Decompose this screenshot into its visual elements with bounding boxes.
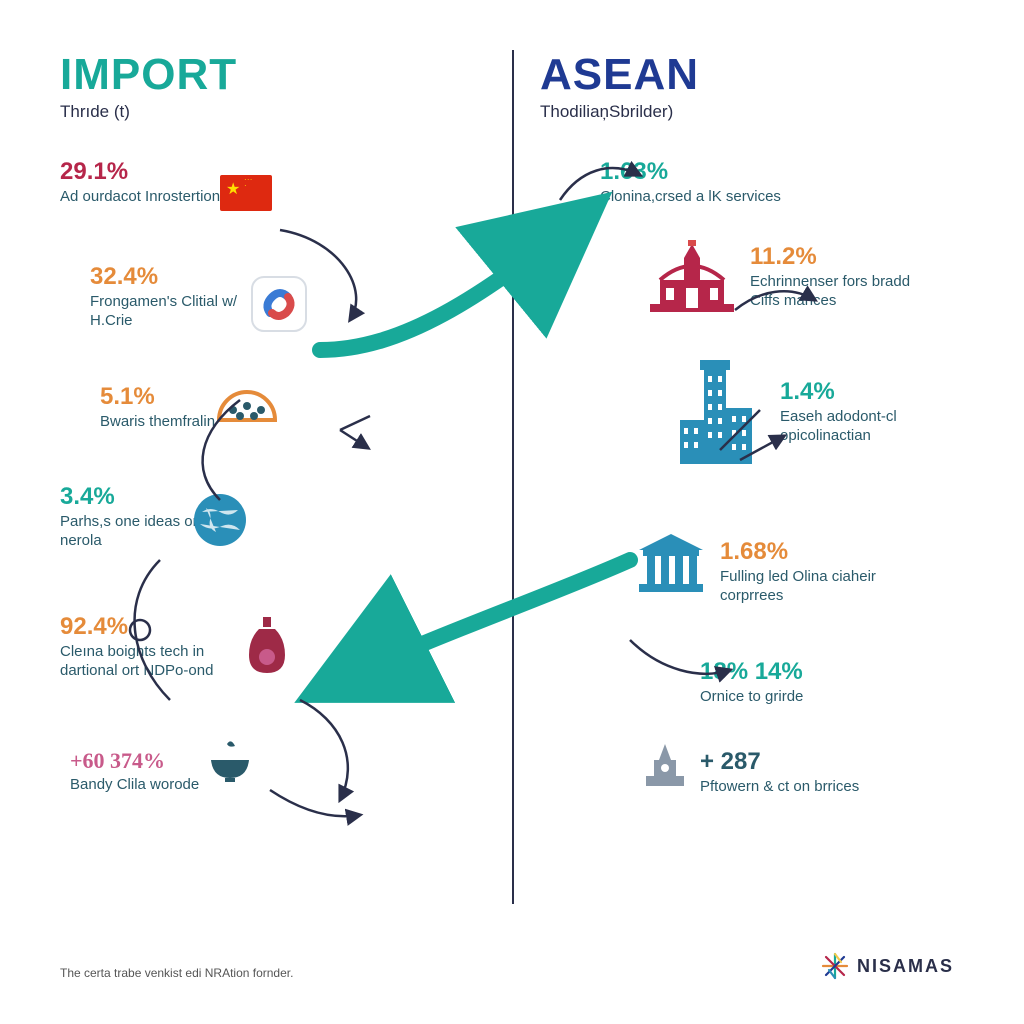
asean-item-4: 18% 14% Ornice to grirde bbox=[700, 660, 803, 707]
asean-item-3: 1.68% Fulling led Olina ciaheir corprree… bbox=[720, 540, 890, 606]
monument-icon bbox=[640, 740, 690, 795]
footer-note: The certa trabe venkist edi NRAtion forn… bbox=[60, 966, 293, 980]
asean-pct-1: 11.2% bbox=[750, 245, 920, 269]
bank-icon bbox=[635, 530, 707, 599]
bowl-icon bbox=[205, 740, 255, 789]
brand-star-icon bbox=[821, 952, 849, 980]
import-subtitle: Thrıde (t) bbox=[60, 102, 490, 122]
asean-item-0: 1.63% Clonina,crsed a lK services bbox=[600, 160, 781, 207]
asean-label-5: Pftowern & ct on brrices bbox=[700, 778, 859, 797]
asean-title: ASEAN bbox=[540, 50, 970, 100]
asean-column: ASEAN ThodiliaņSbrilder) 1.63% Clonina,c… bbox=[540, 50, 970, 122]
import-label-2: Bwaris themfralin bbox=[100, 413, 215, 432]
asean-item-1: 11.2% Echrinnenser fors bradd Ciffs mari… bbox=[750, 245, 920, 311]
import-item-4: 92.4% Cleına boights tech in dartional o… bbox=[60, 615, 230, 681]
audience-icon bbox=[215, 380, 279, 433]
china-flag-icon bbox=[220, 175, 272, 211]
globe-icon bbox=[190, 490, 250, 555]
palace-icon bbox=[650, 240, 734, 319]
asean-pct-3: 1.68% bbox=[720, 540, 890, 564]
brand-text: NISAMAS bbox=[857, 956, 954, 977]
asean-label-4: Ornice to grirde bbox=[700, 688, 803, 707]
asean-label-1: Echrinnenser fors bradd Ciffs marices bbox=[750, 273, 920, 311]
asean-pct-0: 1.63% bbox=[600, 160, 781, 184]
import-item-2: 5.1% Bwaris themfralin bbox=[100, 385, 215, 432]
import-item-1: 32.4% Frongamen's Clitial w/ H.Crie bbox=[90, 265, 260, 331]
import-label-4: Cleına boights tech in dartional ort NDP… bbox=[60, 643, 230, 681]
asean-pct-2: 1.4% bbox=[780, 380, 950, 404]
import-column: IMPORT Thrıde (t) 29.1% Ad ourdacot Inro… bbox=[60, 50, 490, 122]
import-title: IMPORT bbox=[60, 50, 490, 100]
import-label-5: Bandy Clila worode bbox=[70, 776, 199, 795]
bottle-icon bbox=[245, 615, 289, 698]
app-tile-icon bbox=[250, 275, 308, 338]
import-label-0: Ad ourdacot Inrostertions bbox=[60, 188, 228, 207]
import-pct-2: 5.1% bbox=[100, 385, 215, 409]
import-label-1: Frongamen's Clitial w/ H.Crie bbox=[90, 293, 260, 331]
asean-label-2: Easeh adodont-cl opicolinactian bbox=[780, 408, 950, 446]
import-pct-1: 32.4% bbox=[90, 265, 260, 289]
asean-pct-5: + 287 bbox=[700, 750, 859, 774]
asean-label-0: Clonina,crsed a lK services bbox=[600, 188, 781, 207]
import-pct-4: 92.4% bbox=[60, 615, 230, 639]
asean-label-3: Fulling led Olina ciaheir corprrees bbox=[720, 568, 890, 606]
brand: NISAMAS bbox=[821, 952, 954, 980]
import-pct-5: +60 374% bbox=[70, 750, 199, 772]
asean-item-5: + 287 Pftowern & ct on brrices bbox=[700, 750, 859, 797]
import-pct-0: 29.1% bbox=[60, 160, 228, 184]
asean-item-2: 1.4% Easeh adodont-cl opicolinactian bbox=[780, 380, 950, 446]
import-item-5: +60 374% Bandy Clila worode bbox=[70, 750, 199, 795]
asean-pct-4: 18% 14% bbox=[700, 660, 803, 684]
import-item-0: 29.1% Ad ourdacot Inrostertions bbox=[60, 160, 228, 207]
tower-icon bbox=[670, 360, 760, 475]
asean-subtitle: ThodiliaņSbrilder) bbox=[540, 102, 970, 122]
center-divider bbox=[512, 50, 514, 904]
